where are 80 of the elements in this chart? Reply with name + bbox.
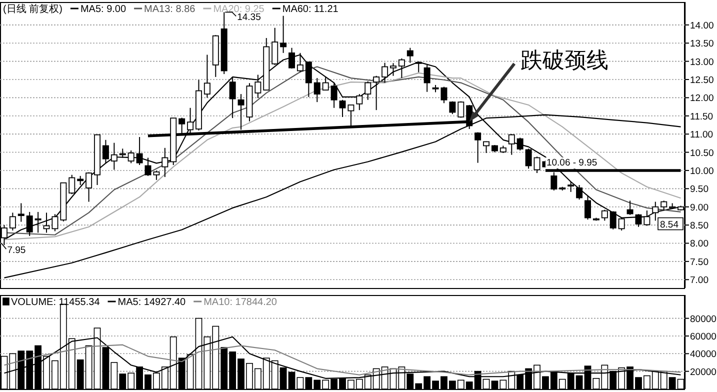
y-tick-label: 9.50 (690, 184, 708, 196)
candlestick (26, 211, 33, 236)
candlestick (601, 209, 608, 222)
y-tick-label: 20000 (690, 366, 716, 378)
y-tick-label: 11.00 (690, 130, 714, 141)
candlestick (9, 212, 16, 232)
candlestick (77, 175, 84, 186)
candlestick (254, 74, 262, 99)
y-tick-label: 9.00 (690, 202, 708, 214)
y-tick-label: 10.00 (690, 166, 714, 177)
chart-title: (日线 前复权) (3, 3, 62, 15)
y-tick-label: 8.50 (690, 220, 708, 232)
y-tick-label: 13.50 (690, 38, 714, 50)
legend-label: VOLUME: 11455.34 (11, 297, 100, 308)
candlestick (68, 174, 76, 195)
candlestick (330, 82, 338, 108)
legend-label: MA13: 8.86 (144, 4, 196, 15)
y-tick-label: 80000 (690, 314, 716, 325)
y-tick-label: 11.50 (690, 111, 714, 122)
candlestick (356, 94, 363, 111)
candlestick (576, 184, 583, 200)
candlestick (128, 150, 134, 164)
legend-label: MA5: 14927.40 (118, 297, 186, 308)
candlestick (102, 139, 109, 164)
candlestick (34, 211, 42, 234)
candlestick (86, 172, 92, 202)
y-tick-label: 13.00 (690, 56, 714, 68)
annotation: 跌破颈线 (520, 48, 608, 73)
candlestick (18, 202, 24, 222)
line-series (4, 344, 682, 376)
candlestick (534, 156, 540, 174)
candlestick (415, 61, 422, 73)
annotation: 7.95 (7, 245, 26, 256)
candlestick (373, 75, 380, 111)
candlestick (398, 58, 405, 79)
y-tick-label: 7.50 (690, 256, 708, 268)
candlestick (136, 136, 143, 166)
y-tick-label: 7.00 (690, 275, 708, 286)
candlestick (610, 210, 616, 230)
candlestick (390, 62, 396, 76)
candlestick (162, 147, 168, 178)
candlestick (618, 217, 625, 232)
candlestick (584, 195, 591, 220)
legend-label: MA5: 9.00 (80, 4, 126, 15)
y-tick-label: 40000 (690, 349, 716, 360)
candlestick (644, 210, 650, 226)
legend-label: MA60: 11.21 (282, 4, 339, 15)
candlestick (626, 200, 634, 216)
candlestick (110, 142, 118, 170)
y-tick-label: 10.50 (690, 148, 714, 159)
candlestick (144, 157, 152, 176)
candlestick (424, 64, 430, 92)
candlestick (339, 99, 346, 118)
candlestick (322, 76, 329, 91)
y-tick-label: 12.00 (690, 93, 714, 104)
candlestick (635, 214, 642, 228)
candlestick (508, 134, 515, 156)
candlestick (525, 148, 532, 170)
candlestick (568, 181, 574, 192)
annotation: 14.35 (237, 12, 261, 24)
legend-label: MA10: 17844.20 (204, 297, 278, 308)
candlestick (314, 78, 320, 103)
candlestick (364, 80, 372, 100)
candlestick (516, 137, 524, 151)
y-tick-label: 60000 (690, 331, 716, 342)
candlestick (229, 76, 236, 119)
candlestick (660, 200, 668, 211)
candlestick (474, 132, 482, 164)
y-tick-label: 8.00 (690, 238, 708, 250)
y-tick-label: 14.00 (690, 20, 714, 32)
legend-label: MA20: 9.25 (213, 4, 265, 15)
candlestick (153, 170, 160, 180)
candlestick (305, 61, 312, 98)
candlestick (382, 62, 388, 84)
annotation: 8.54 (660, 219, 678, 230)
candlestick (204, 54, 210, 98)
candlestick (449, 100, 456, 115)
annotation: 10.06 - 9.95 (546, 157, 598, 168)
y-tick-label: 12.50 (690, 75, 714, 86)
candlestick (280, 15, 287, 54)
